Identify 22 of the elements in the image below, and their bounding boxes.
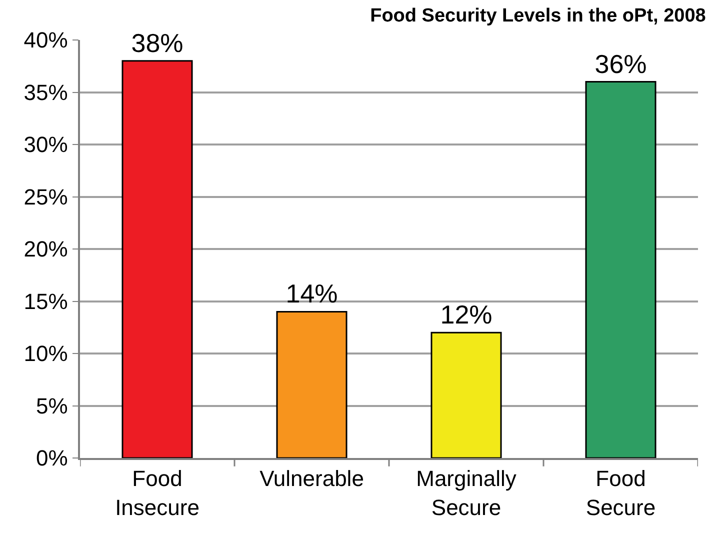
x-tick-label: Vulnerable xyxy=(260,466,364,492)
x-tick-label: Food Insecure xyxy=(115,466,200,520)
y-tick-label: 30% xyxy=(24,132,68,158)
data-label: 36% xyxy=(594,48,647,79)
bar xyxy=(122,60,193,458)
x-tick-label: Food Secure xyxy=(586,466,656,520)
bar xyxy=(276,310,348,458)
bar xyxy=(430,332,502,458)
data-label: 12% xyxy=(440,300,492,330)
data-label: 38% xyxy=(131,28,184,58)
y-tick-label: 35% xyxy=(24,80,68,105)
data-label: 14% xyxy=(286,278,338,309)
y-tick-label: 25% xyxy=(24,184,68,210)
y-tick-label: 0% xyxy=(36,446,68,471)
y-tick-label: 5% xyxy=(36,393,68,418)
y-tick-label: 20% xyxy=(24,236,68,262)
y-tick-label: 10% xyxy=(24,341,68,366)
chart-title: Food Security Levels in the oPt, 2008 xyxy=(370,6,706,27)
bar xyxy=(585,81,656,458)
y-tick-label: 40% xyxy=(24,28,68,53)
y-tick-label: 15% xyxy=(24,288,68,314)
x-tick-label: Marginally Secure xyxy=(416,466,516,520)
